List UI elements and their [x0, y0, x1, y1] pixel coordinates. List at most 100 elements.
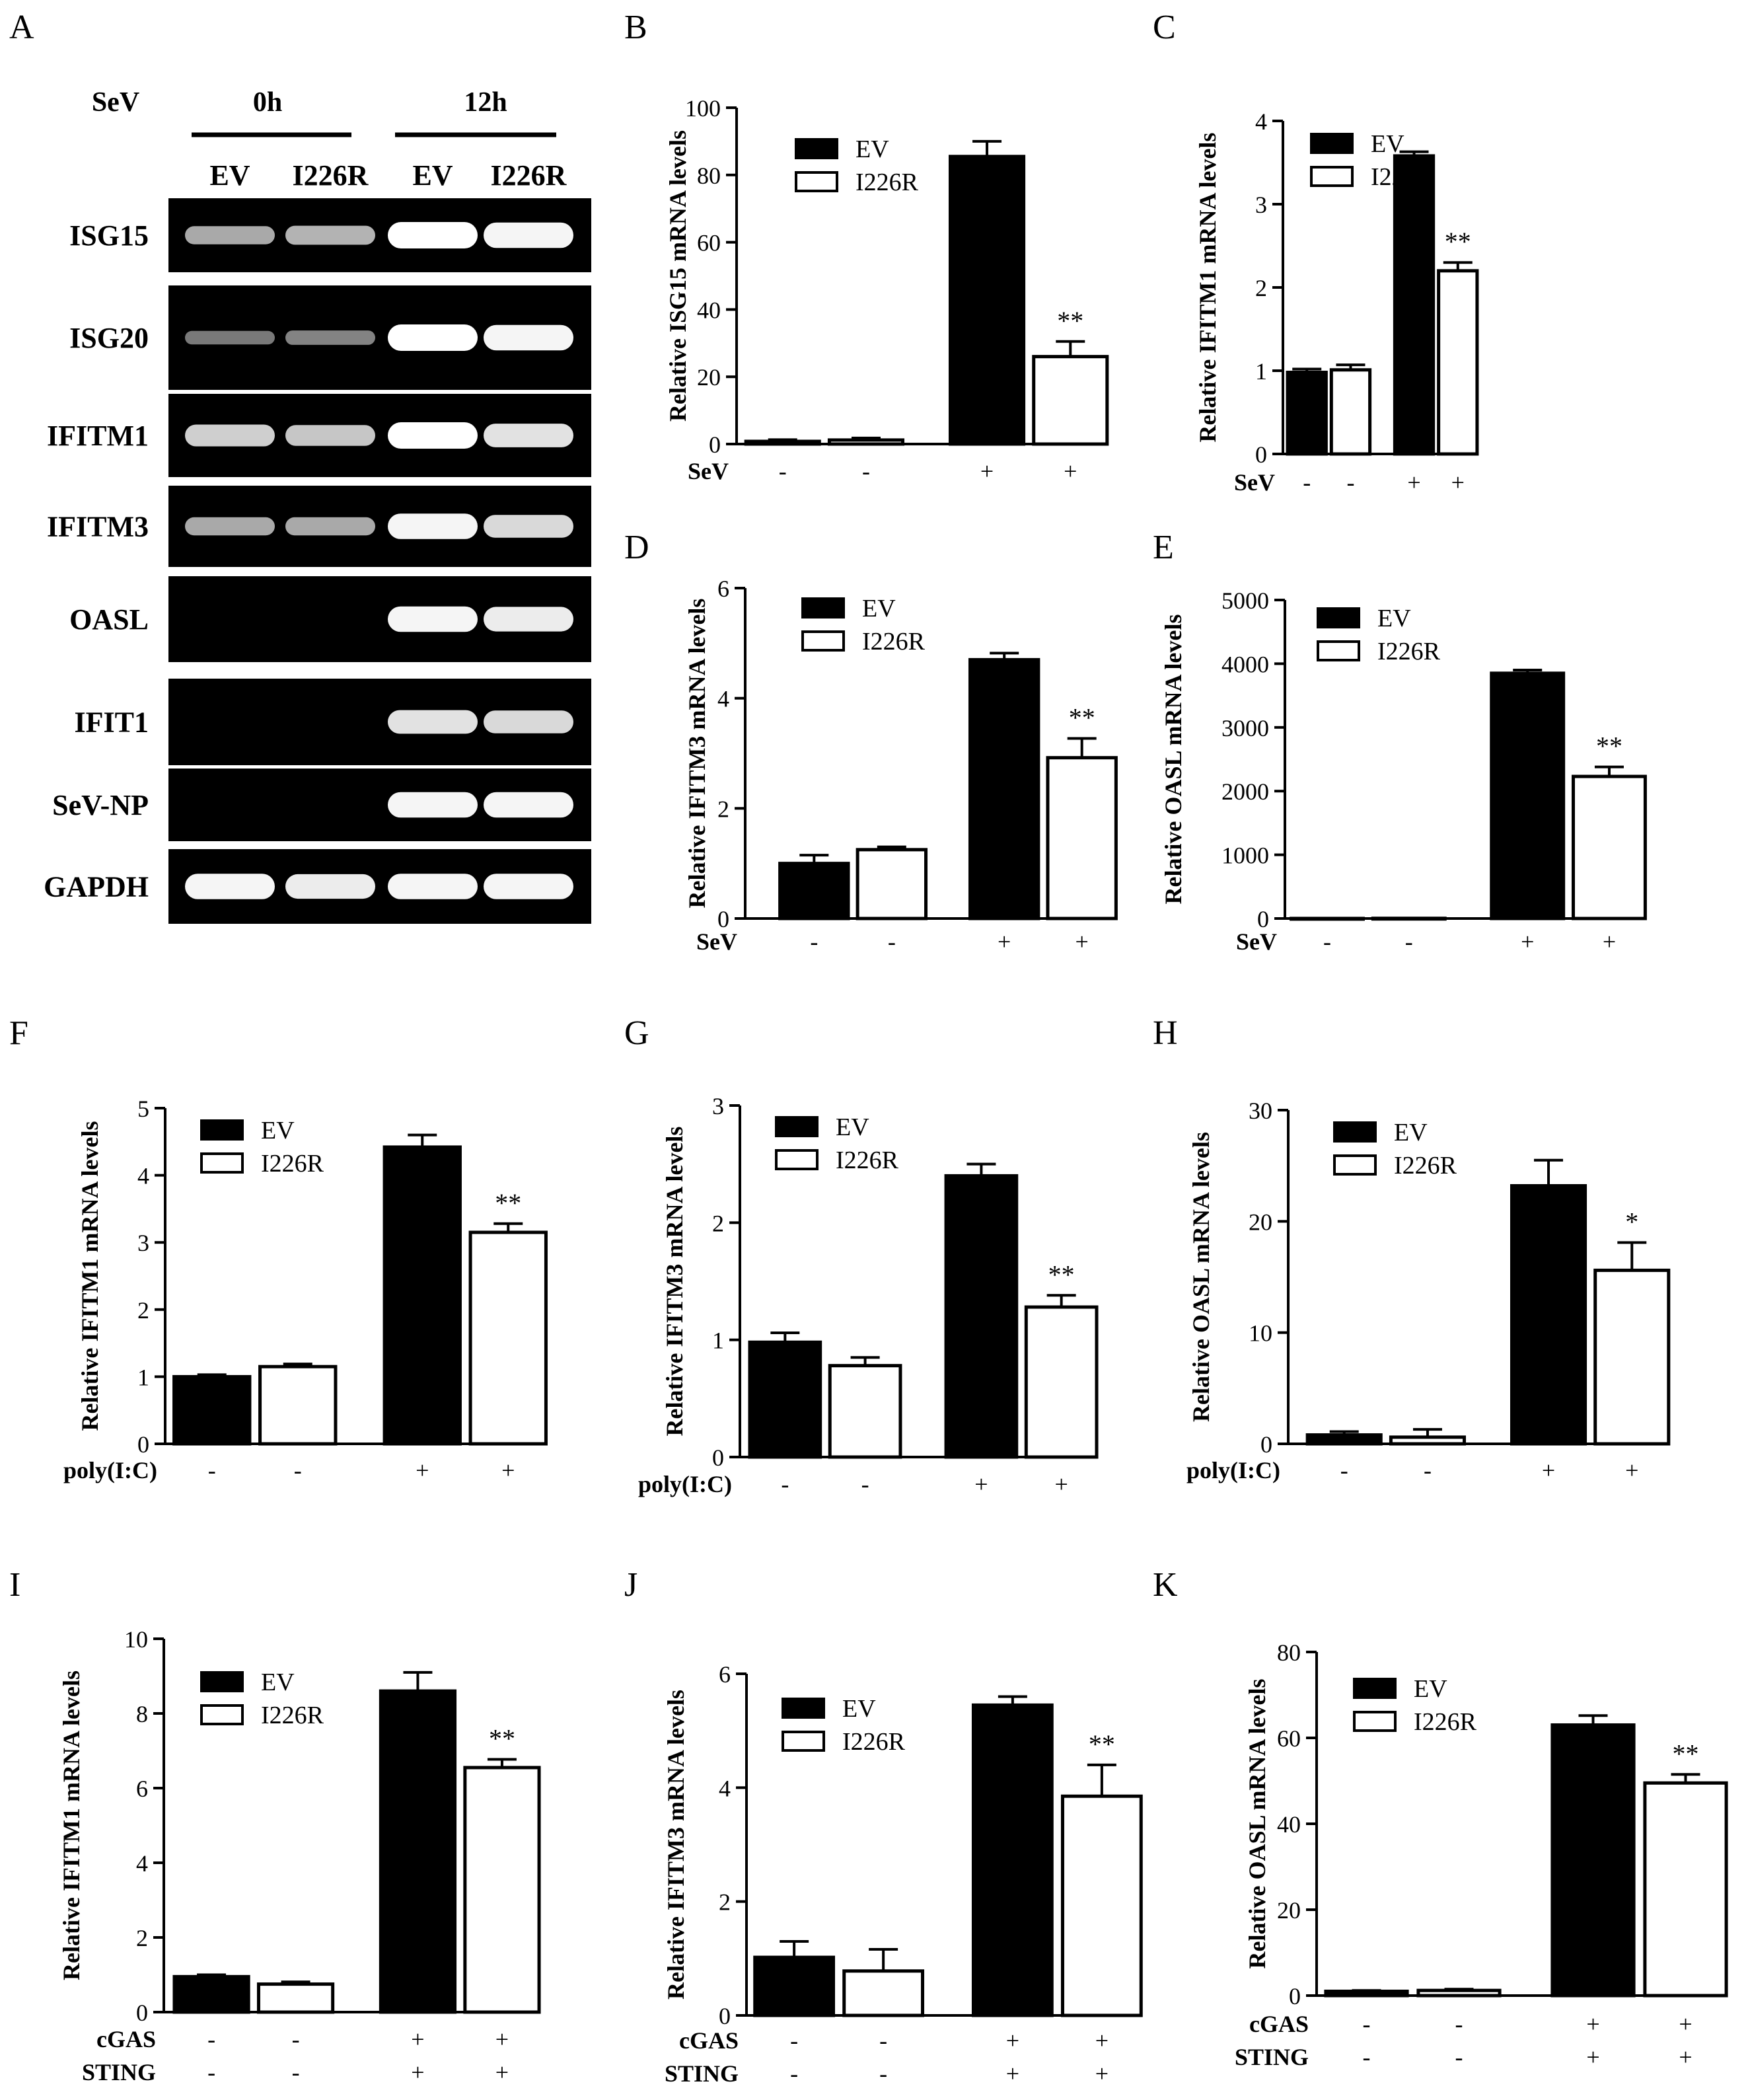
y-tick-label: 80 [1277, 1639, 1301, 1666]
treatment-label: SeV [688, 458, 729, 484]
chart-panel-J: J 0 2 4 6 Relative IFITM3 mRNA levels ** cGAS - -… [624, 1566, 1143, 2087]
gel-gene-label: ISG20 [69, 322, 149, 354]
gel-row: IFIT1 [75, 679, 591, 765]
treatment-label: cGAS [96, 2026, 156, 2052]
gel-band [185, 424, 275, 447]
gel-band [484, 710, 573, 733]
legend-swatch-i226r [1333, 1154, 1377, 1176]
treatment-sign: + [501, 1457, 515, 1483]
panel-letter: D [624, 529, 649, 566]
y-axis-label: Relative IFITM3 mRNA levels [663, 1690, 689, 2000]
bar-i226r [1024, 1305, 1099, 1459]
gel-row: IFITM3 [47, 486, 591, 567]
y-tick-label: 0 [717, 906, 729, 932]
treatment-sign: + [974, 1471, 988, 1497]
legend-swatch-ev [1333, 1121, 1377, 1143]
significance-marker: ** [489, 1723, 515, 1753]
treatment-sign: + [495, 2059, 509, 2085]
legend-swatch-ev [1317, 607, 1360, 628]
treatment-sign: - [810, 928, 818, 955]
gel-band [484, 792, 573, 818]
panel-letter: C [1153, 9, 1176, 46]
legend-swatch-ev [1310, 133, 1354, 154]
gel-row: OASL [69, 576, 591, 662]
gel-band [185, 874, 275, 899]
gel-band [285, 874, 375, 899]
panel-letter: H [1153, 1014, 1178, 1052]
gel-band [388, 792, 478, 818]
treatment-sign: + [998, 928, 1011, 955]
gel-row: ISG15 [69, 198, 591, 272]
legend-swatch-i226r [801, 630, 845, 652]
y-tick-label: 2 [136, 1925, 148, 1951]
treatment-sign: - [1424, 1457, 1432, 1483]
legend-label: I226R [1371, 163, 1434, 191]
treatment-label: SeV [1236, 928, 1277, 955]
significance-marker: ** [1673, 1739, 1699, 1768]
treatment-sign: + [1407, 469, 1420, 496]
treatment-sign: - [779, 458, 787, 484]
treatment-label: SeV [1234, 469, 1275, 496]
bar-i226r [1572, 774, 1647, 920]
panel-letter: F [9, 1014, 28, 1052]
legend-swatch-i226r [795, 171, 838, 192]
gel-band [185, 226, 275, 244]
gel-band [388, 222, 478, 248]
gel-band [484, 874, 573, 899]
treatment-sign: + [495, 2026, 509, 2052]
significance-marker: ** [1057, 306, 1083, 336]
bar-ev [753, 1955, 836, 2017]
y-tick-label: 80 [697, 163, 721, 189]
gel-panel: A SeV 0h 12h EV I226R EV I226R ISG15 ISG20 IFITM1 I… [9, 9, 591, 924]
gel-band [388, 710, 478, 734]
treatment-label: cGAS [679, 2027, 739, 2054]
y-tick-label: 1 [1255, 358, 1267, 385]
gel-treatment-label: SeV [92, 87, 139, 118]
significance-marker: ** [1445, 227, 1471, 256]
gel-timepoint-label: 0h [253, 87, 282, 118]
y-tick-label: 5000 [1221, 587, 1269, 614]
legend-swatch-i226r [1310, 166, 1354, 187]
gel-gene-label: IFIT1 [75, 706, 149, 739]
bar-ev [1305, 1433, 1383, 1446]
legend-swatch-i226r [200, 1704, 244, 1725]
chart-panel-B: B 0 20 40 60 80 100 Relative ISG15 mRNA levels *… [624, 9, 1109, 484]
gel-gene-label: ISG15 [69, 219, 149, 252]
bar-i226r [256, 1982, 335, 2014]
legend-label: I226R [836, 1146, 899, 1174]
gel-row: IFITM1 [47, 394, 591, 477]
gel-gene-label: IFITM3 [47, 511, 149, 543]
chart-panel-H: H 0 10 20 30 Relative OASL mRNA levels * poly(I… [1153, 1014, 1671, 1483]
y-tick-label: 5 [137, 1096, 149, 1122]
treatment-sign: + [1625, 1457, 1638, 1483]
bar-i226r [258, 1365, 338, 1446]
treatment-sign: - [1455, 2044, 1463, 2070]
y-axis-label: Relative IFITM1 mRNA levels [77, 1121, 103, 1431]
bar-ev [379, 1689, 457, 2014]
legend-swatch-i226r [775, 1149, 819, 1170]
gel-band [185, 517, 275, 536]
treatment-sign: - [294, 1457, 302, 1483]
treatment-sign: - [1323, 928, 1331, 955]
treatment-sign: - [862, 458, 870, 484]
treatment-sign: - [1346, 469, 1354, 496]
treatment-label: cGAS [1249, 2011, 1309, 2037]
bar-ev [1510, 1183, 1587, 1446]
chart-panel-F: F 0 1 2 3 4 5 Relative IFITM1 mRNA levels ** poly… [9, 1014, 548, 1483]
y-tick-label: 3 [712, 1093, 724, 1119]
y-tick-label: 0 [1260, 1431, 1272, 1458]
bar-i226r [1416, 1988, 1502, 1998]
treatment-sign: - [1363, 2011, 1371, 2037]
gel-band [484, 607, 573, 632]
y-tick-label: 4 [717, 686, 729, 712]
y-tick-label: 0 [712, 1444, 724, 1471]
significance-marker: ** [1048, 1259, 1075, 1289]
treatment-sign: - [1363, 2044, 1371, 2070]
chart-panel-I: I 0 2 4 6 8 10 Relative IFITM1 mRNA levels ** cGA… [9, 1566, 541, 2085]
bar-i226r [856, 848, 928, 920]
treatment-sign: + [1095, 2027, 1109, 2054]
y-tick-label: 60 [1277, 1725, 1301, 1752]
y-tick-label: 6 [717, 576, 729, 602]
y-tick-label: 1000 [1221, 843, 1269, 869]
y-tick-label: 4 [1255, 108, 1267, 135]
